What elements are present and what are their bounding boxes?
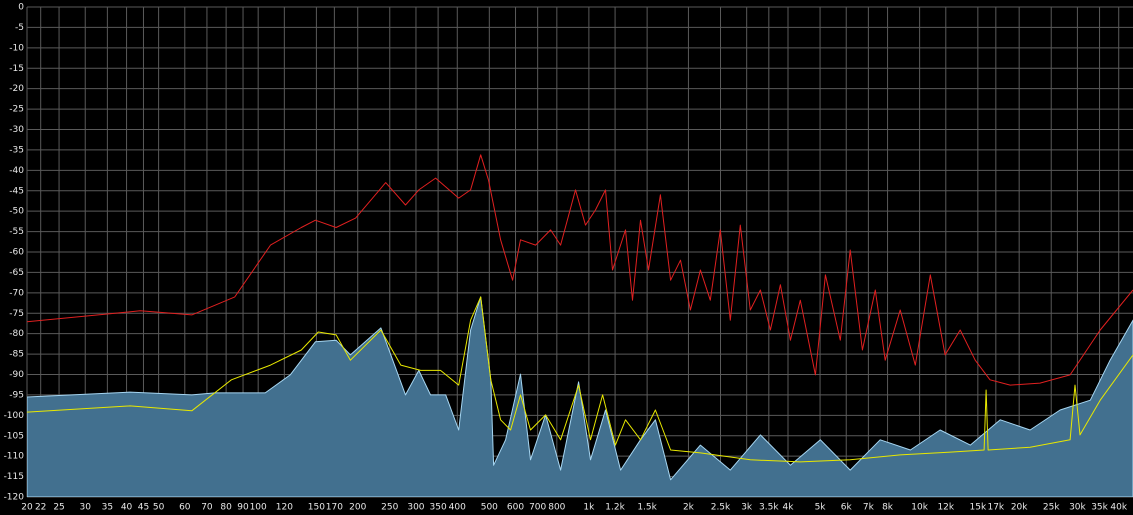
- x-tick-label: 17k: [987, 503, 1004, 513]
- x-tick-label: 80: [220, 503, 232, 513]
- x-tick-label: 35k: [1091, 503, 1108, 513]
- x-tick-label: 90: [237, 503, 249, 513]
- x-tick-label: 1.2k: [605, 503, 625, 513]
- y-tick-label: -50: [9, 207, 24, 217]
- x-tick-label: 400: [449, 503, 466, 513]
- x-tick-label: 45: [138, 503, 149, 513]
- x-tick-label: 30: [80, 503, 92, 513]
- x-tick-label: 40k: [1110, 503, 1127, 513]
- x-tick-label: 250: [381, 503, 398, 513]
- y-tick-label: -110: [4, 452, 25, 462]
- y-tick-label: -95: [9, 390, 24, 400]
- y-tick-label: -70: [9, 288, 24, 298]
- y-tick-label: -115: [4, 472, 24, 482]
- x-tick-label: 10k: [911, 503, 928, 513]
- plot-area: [27, 154, 1133, 497]
- y-tick-label: -35: [9, 145, 24, 155]
- x-tick-label: 70: [201, 503, 213, 513]
- y-tick-label: -80: [9, 329, 24, 339]
- x-tick-label: 25k: [1043, 503, 1060, 513]
- y-tick-label: -5: [15, 23, 24, 33]
- y-tick-label: -60: [9, 248, 24, 258]
- x-tick-label: 800: [548, 503, 565, 513]
- x-tick-label: 150: [308, 503, 325, 513]
- x-tick-label: 6k: [841, 503, 853, 513]
- x-tick-label: 1.5k: [637, 503, 657, 513]
- y-tick-label: -25: [9, 105, 24, 115]
- y-tick-label: -10: [9, 43, 24, 53]
- y-tick-label: -55: [9, 227, 24, 237]
- x-tick-label: 350: [430, 503, 447, 513]
- x-tick-label: 2.5k: [711, 503, 731, 513]
- x-tick-label: 170: [326, 503, 343, 513]
- x-tick-label: 7k: [863, 503, 875, 513]
- y-tick-label: -65: [9, 268, 24, 278]
- x-tick-label: 3.5k: [759, 503, 779, 513]
- x-tick-label: 300: [407, 503, 424, 513]
- x-tick-label: 15k: [970, 503, 987, 513]
- y-tick-label: -75: [9, 309, 24, 319]
- x-tick-label: 2k: [683, 503, 695, 513]
- y-tick-label: -15: [9, 64, 24, 74]
- y-tick-label: 0: [18, 3, 24, 13]
- x-tick-label: 1k: [583, 503, 595, 513]
- x-tick-label: 50: [153, 503, 165, 513]
- x-tick-label: 20: [21, 503, 33, 513]
- y-tick-label: -45: [9, 186, 24, 196]
- x-tick-label: 5k: [815, 503, 827, 513]
- spectrum-line: [27, 296, 1133, 463]
- y-tick-label: -85: [9, 350, 24, 360]
- x-tick-label: 25: [53, 503, 64, 513]
- x-tick-label: 500: [481, 503, 498, 513]
- x-tick-label: 100: [250, 503, 267, 513]
- axis-labels: 0 -5 -10 -15 -20 -25 -30 -35 -40 -45 -50 -55 -60 -65 -…: [4, 3, 1128, 513]
- y-tick-label: -40: [9, 166, 24, 176]
- x-tick-label: 120: [276, 503, 293, 513]
- spectrum-line: [27, 154, 1133, 386]
- x-tick-label: 4k: [783, 503, 795, 513]
- x-tick-label: 22: [35, 503, 46, 513]
- x-tick-label: 200: [349, 503, 366, 513]
- spectrum-area: [27, 296, 1133, 497]
- x-tick-label: 12k: [937, 503, 954, 513]
- y-tick-label: -120: [4, 493, 25, 503]
- y-tick-label: -90: [9, 370, 24, 380]
- x-tick-label: 40: [121, 503, 133, 513]
- y-tick-label: -30: [9, 125, 24, 135]
- x-tick-label: 700: [529, 503, 546, 513]
- x-tick-label: 8k: [882, 503, 894, 513]
- x-tick-label: 35: [102, 503, 113, 513]
- x-tick-label: 60: [179, 503, 191, 513]
- x-tick-label: 600: [507, 503, 524, 513]
- y-tick-label: -100: [4, 411, 25, 421]
- y-tick-label: -20: [9, 84, 24, 94]
- x-tick-label: 30k: [1069, 503, 1086, 513]
- y-tick-label: -105: [4, 431, 24, 441]
- x-tick-label: 3k: [741, 503, 753, 513]
- x-tick-label: 20k: [1011, 503, 1028, 513]
